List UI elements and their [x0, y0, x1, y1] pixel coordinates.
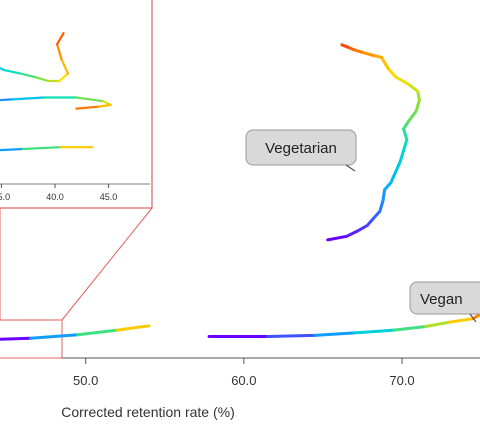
- series-vegan-segment: [471, 312, 480, 321]
- series-2-segment: [0, 336, 32, 341]
- series-vegetarian-segment: [383, 181, 393, 192]
- series-vegetarian-segment: [326, 234, 349, 242]
- inset-series-0-segment: [55, 31, 65, 46]
- inset-series-group: [0, 31, 112, 152]
- x-tick-label: 50.0: [73, 373, 98, 388]
- series-vegetarian-segment: [402, 127, 409, 142]
- series-vegetarian-segment: [378, 199, 385, 213]
- callout-vegetarian-label: Vegetarian: [265, 140, 337, 157]
- inset-series-1-segment: [96, 103, 112, 108]
- inset-x-tick-label: 35.0: [0, 192, 10, 202]
- series-2-segment: [76, 328, 119, 337]
- series-vegan-segment: [266, 333, 317, 338]
- inset-series-1-segment: [75, 105, 100, 110]
- zoom-inset: 35.0 40.0 45.0: [0, 0, 153, 209]
- inset-series-0-segment: [34, 76, 50, 83]
- x-tick-label: 60.0: [231, 373, 256, 388]
- inset-series-0-segment: [55, 43, 63, 61]
- series-vegetarian-segment: [381, 188, 387, 202]
- x-axis-label: Corrected retention rate (%): [61, 404, 235, 420]
- inset-series-1-segment: [0, 98, 14, 102]
- series-vegetarian-segment: [416, 89, 421, 102]
- series-vegetarian-segment: [380, 55, 390, 70]
- series-vegan-segment: [448, 317, 475, 324]
- series-vegetarian-segment: [406, 82, 420, 93]
- series-vegetarian-segment: [372, 209, 382, 220]
- callout-vegan: Vegan: [409, 281, 480, 323]
- series-vegetarian-segment: [359, 50, 375, 57]
- series-vegan-segment: [313, 331, 357, 337]
- series-vegetarian-segment: [340, 43, 350, 49]
- inset-x-tick-label: 45.0: [100, 192, 118, 202]
- inset-series-3-segment: [0, 147, 24, 152]
- main-series-group: [0, 43, 480, 341]
- inset-series-1-segment: [11, 96, 46, 101]
- inset-series-1-segment: [75, 96, 105, 103]
- series-vegetarian-segment: [345, 229, 360, 238]
- callouts: Vegetarian Vegan: [245, 129, 480, 323]
- x-axis-ticks: 50.0 60.0 70.0: [73, 358, 415, 388]
- zoom-region-box: [0, 319, 63, 359]
- inset-series-0-segment: [60, 57, 70, 75]
- x-tick-label: 70.0: [389, 373, 414, 388]
- inset-series-0-segment: [19, 72, 37, 79]
- series-vegan-segment: [353, 328, 396, 335]
- series-vegetarian-segment: [365, 216, 375, 227]
- series-vegetarian-segment: [398, 148, 406, 163]
- zoom-connector-right: [61, 207, 153, 321]
- callout-vegan-label: Vegan: [420, 291, 463, 308]
- series-vegetarian-segment: [402, 138, 409, 152]
- inset-x-axis-ticks: 35.0 40.0 45.0: [0, 184, 117, 202]
- series-vegetarian-segment: [386, 66, 398, 79]
- inset-series-0-segment: [2, 68, 22, 75]
- callout-vegetarian: Vegetarian: [245, 129, 357, 172]
- series-2-segment: [28, 333, 80, 340]
- series-vegetarian-segment: [389, 170, 398, 185]
- series-vegan-segment: [424, 320, 451, 328]
- series-vegetarian-segment: [394, 75, 410, 86]
- series-2-segment: [115, 324, 151, 332]
- series-vegetarian-segment: [356, 224, 369, 233]
- inset-series-0-segment: [58, 72, 70, 83]
- series-vegetarian-segment: [414, 98, 421, 113]
- inset-series-3-segment: [21, 146, 62, 151]
- series-vegetarian-segment: [394, 159, 402, 174]
- inset-series-0-segment: [0, 66, 5, 72]
- series-vegan-segment: [392, 325, 428, 332]
- inset-x-tick-label: 40.0: [46, 192, 64, 202]
- series-vegetarian-segment: [406, 109, 418, 124]
- inset-frame: [0, 0, 153, 209]
